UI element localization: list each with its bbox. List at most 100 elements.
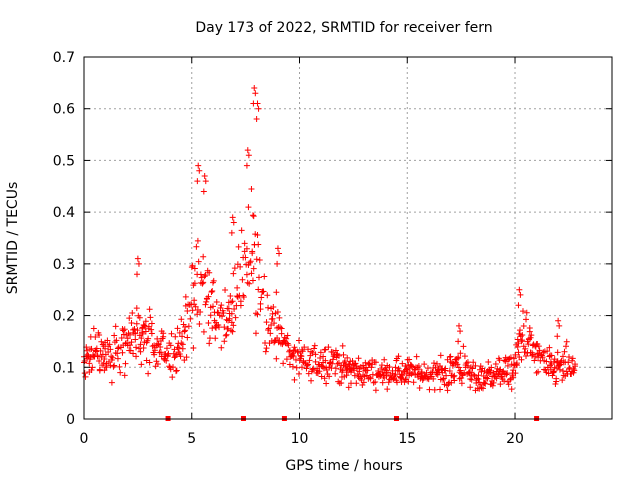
data-point [198, 274, 205, 281]
data-point [544, 348, 551, 355]
data-point [512, 370, 519, 377]
data-point [396, 367, 403, 374]
data-point [309, 366, 316, 373]
data-point [516, 327, 523, 334]
data-point [562, 343, 569, 350]
data-point [202, 301, 209, 308]
data-point [207, 312, 214, 319]
data-point [555, 317, 562, 324]
data-point [523, 353, 530, 360]
data-point [496, 367, 503, 374]
data-point [343, 372, 350, 379]
data-point [399, 372, 406, 379]
data-point [127, 331, 134, 338]
data-point [173, 368, 180, 375]
data-point [392, 364, 399, 371]
data-point [339, 342, 346, 349]
data-point [298, 364, 305, 371]
data-point [184, 334, 191, 341]
data-point [184, 307, 191, 314]
data-point [228, 310, 235, 317]
data-point [250, 213, 257, 220]
data-point [458, 380, 465, 387]
data-point [255, 241, 262, 248]
data-point [141, 322, 148, 329]
data-point [231, 265, 238, 272]
data-point [240, 292, 247, 299]
data-point [392, 371, 399, 378]
data-point [482, 380, 489, 387]
data-point [163, 345, 170, 352]
data-point [512, 351, 519, 358]
data-point [137, 341, 144, 348]
data-point [565, 359, 572, 366]
data-point [264, 292, 271, 299]
data-point [546, 344, 553, 351]
data-point [340, 351, 347, 358]
data-point [127, 342, 134, 349]
data-point [254, 232, 261, 239]
data-point [437, 363, 444, 370]
data-point [316, 368, 323, 375]
data-point [345, 361, 352, 368]
data-point [255, 286, 262, 293]
data-point [487, 369, 494, 376]
data-point [245, 152, 252, 159]
data-point [550, 358, 557, 365]
data-point [317, 354, 324, 361]
data-point [291, 344, 298, 351]
data-point [154, 361, 161, 368]
data-point [363, 372, 370, 379]
data-point [255, 105, 262, 112]
data-point [245, 204, 252, 211]
data-point [257, 300, 264, 307]
data-point [381, 356, 388, 363]
data-point [332, 347, 339, 354]
data-point [133, 320, 140, 327]
data-point [467, 369, 474, 376]
data-point [325, 344, 332, 351]
data-point [514, 343, 521, 350]
data-point [406, 356, 413, 363]
data-point [254, 311, 261, 318]
data-point [255, 274, 262, 281]
data-point [293, 364, 300, 371]
data-point [285, 342, 292, 349]
data-point [270, 304, 277, 311]
data-point [269, 315, 276, 322]
data-point [267, 330, 274, 337]
data-point [549, 372, 556, 379]
data-point [136, 314, 143, 321]
data-point [133, 344, 140, 351]
data-point [329, 360, 336, 367]
data-point [252, 90, 259, 97]
data-point [480, 385, 487, 392]
data-point [221, 338, 228, 345]
data-point [410, 379, 417, 386]
data-point [522, 345, 529, 352]
data-point [138, 361, 145, 368]
data-point [185, 323, 192, 330]
data-point [194, 311, 201, 318]
data-point [526, 328, 533, 335]
data-point [553, 378, 560, 385]
data-point [123, 339, 130, 346]
data-point [210, 277, 217, 284]
data-point [206, 340, 213, 347]
data-point [523, 316, 530, 323]
data-point [525, 341, 532, 348]
y-tick-label: 0 [66, 412, 75, 428]
data-point [402, 363, 409, 370]
data-point [195, 162, 202, 169]
data-point [151, 351, 158, 358]
data-point [554, 349, 561, 356]
data-point [298, 353, 305, 360]
data-point [187, 315, 194, 322]
data-point [386, 364, 393, 371]
data-point [531, 357, 538, 364]
axis-ticks: 0 0.1 0.2 0.3 0.4 0.5 0.6 0.7 0 5 10 15 20 [53, 50, 612, 447]
data-point [405, 378, 412, 385]
data-point [478, 368, 485, 375]
data-point [448, 379, 455, 386]
data-point [219, 313, 226, 320]
